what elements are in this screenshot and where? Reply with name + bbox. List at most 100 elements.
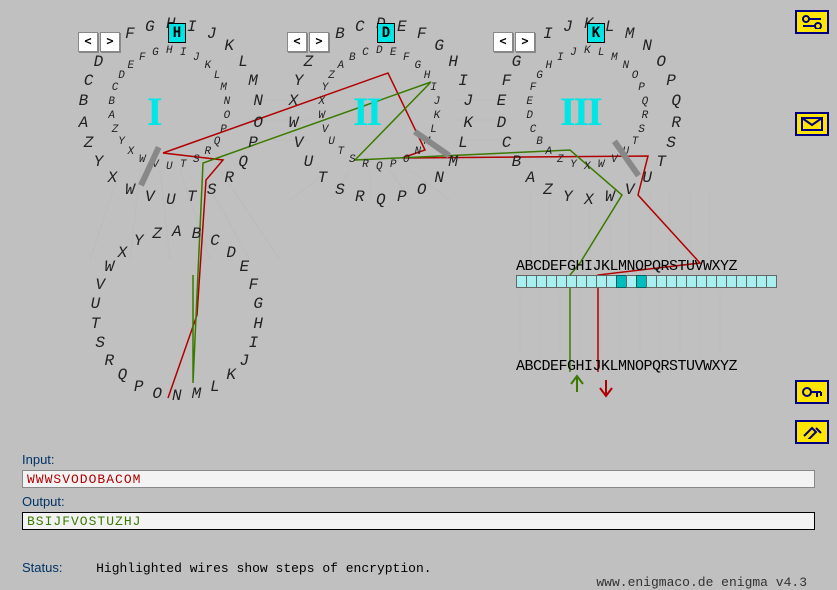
ring-letter: Y: [118, 136, 125, 148]
ring-letter: Q: [671, 92, 681, 110]
path-forward: [163, 73, 700, 398]
ring-letter: H: [166, 45, 173, 57]
ring-letter: O: [403, 154, 410, 166]
ring-letter: X: [584, 191, 594, 209]
ring-letter: Q: [238, 153, 248, 171]
ring-letter: Y: [94, 153, 104, 171]
rotor-1-step-prev[interactable]: <: [78, 32, 98, 52]
ring-letter: J: [570, 47, 577, 59]
tool-settings[interactable]: [795, 420, 829, 444]
ring-letter: G: [152, 47, 159, 59]
ring-letter: T: [632, 136, 639, 148]
ring-letter: O: [632, 70, 639, 82]
ring-letter: W: [105, 258, 115, 276]
io-arrows: [556, 372, 616, 402]
ring-letter: W: [318, 110, 325, 122]
ring-letter: P: [390, 159, 397, 171]
ring-letter: E: [526, 96, 533, 108]
ring-letter: O: [253, 114, 263, 132]
ring-letter: Y: [322, 82, 329, 94]
ring-letter: Z: [152, 225, 162, 243]
ring-letter: M: [248, 72, 258, 90]
ring-letter: F: [417, 25, 427, 43]
ring-letter: U: [642, 169, 652, 187]
ring-letter: W: [125, 181, 135, 199]
ring-letter: A: [79, 114, 89, 132]
ring-letter: I: [557, 52, 564, 64]
ring-letter: M: [448, 153, 458, 171]
ring-letter: U: [328, 136, 335, 148]
ring-letter: X: [128, 146, 135, 158]
rotor-3-step-prev[interactable]: <: [493, 32, 513, 52]
ring-letter: T: [180, 159, 187, 171]
ring-letter: R: [224, 169, 234, 187]
ring-letter: C: [530, 124, 537, 136]
ring-letter: Q: [376, 191, 386, 209]
plug-socket-Z[interactable]: [766, 275, 777, 288]
ring-letter: O: [152, 385, 162, 403]
ring-letter: T: [656, 153, 666, 171]
rotor-2-step-next[interactable]: >: [309, 32, 329, 52]
plugboard-alphabet-top: ABCDEFGHIJKLMNOPQRSTUVWXYZ: [516, 258, 737, 275]
ring-letter: G: [145, 18, 155, 36]
ring-letter: P: [666, 72, 676, 90]
ring-letter: R: [362, 159, 369, 171]
ring-letter: U: [304, 153, 314, 171]
ring-letter: P: [248, 134, 258, 152]
plugboard-alphabet-bottom: ABCDEFGHIJKLMNOPQRSTUVWXYZ: [516, 358, 737, 375]
ring-letter: Z: [328, 70, 335, 82]
tool-key[interactable]: [795, 380, 829, 404]
ring-letter: I: [458, 72, 468, 90]
ring-letter: B: [349, 52, 356, 64]
ring-letter: R: [671, 114, 681, 132]
tool-config[interactable]: [795, 10, 829, 34]
ring-letter: A: [172, 223, 182, 241]
status-line: Status: Highlighted wires show steps of …: [22, 560, 432, 576]
ring-letter: R: [355, 188, 365, 206]
ring-letter: M: [611, 52, 618, 64]
rotor-1-step-next[interactable]: >: [100, 32, 120, 52]
ring-letter: M: [192, 385, 202, 403]
rotor-2-step-prev[interactable]: <: [287, 32, 307, 52]
ring-letter: L: [210, 378, 220, 396]
ring-letter: C: [84, 72, 94, 90]
input-field[interactable]: WWWSVODOBACOM: [22, 470, 815, 488]
ring-letter: F: [403, 52, 410, 64]
ring-letter: V: [95, 276, 105, 294]
ring-letter: T: [187, 188, 197, 206]
ring-letter: B: [335, 25, 345, 43]
ring-letter: D: [376, 45, 383, 57]
ring-letter: W: [605, 188, 615, 206]
rotor-numeral-1: I: [147, 88, 161, 135]
ring-letter: F: [139, 52, 146, 64]
ring-letter: F: [502, 72, 512, 90]
ring-letter: L: [214, 70, 221, 82]
ring-letter: A: [526, 169, 536, 187]
ring-letter: G: [512, 53, 522, 71]
ring-letter: S: [666, 134, 676, 152]
ring-letter: J: [563, 18, 573, 36]
ring-letter: N: [172, 387, 182, 405]
ring-letter: A: [338, 60, 345, 72]
ring-letter: S: [207, 181, 217, 199]
ring-letter: X: [118, 244, 128, 262]
ring-letter: R: [642, 110, 649, 122]
rotor-1-window: H: [168, 23, 186, 43]
ring-letter: D: [226, 244, 236, 262]
ring-letter: L: [238, 53, 248, 71]
ring-letter: H: [424, 70, 431, 82]
ring-letter: R: [204, 146, 211, 158]
ring-letter: F: [125, 25, 135, 43]
ring-letter: T: [318, 169, 328, 187]
ring-letter: Y: [294, 72, 304, 90]
ring-letter: Z: [112, 124, 119, 136]
plugboard-sockets[interactable]: [516, 275, 776, 293]
rotor-3-step-next[interactable]: >: [515, 32, 535, 52]
ring-letter: W: [139, 154, 146, 166]
ring-letter: N: [434, 169, 444, 187]
ring-letter: P: [397, 188, 407, 206]
ring-letter: J: [463, 92, 473, 110]
ring-letter: O: [417, 181, 427, 199]
ring-letter: Z: [84, 134, 94, 152]
tool-message[interactable]: [795, 112, 829, 136]
